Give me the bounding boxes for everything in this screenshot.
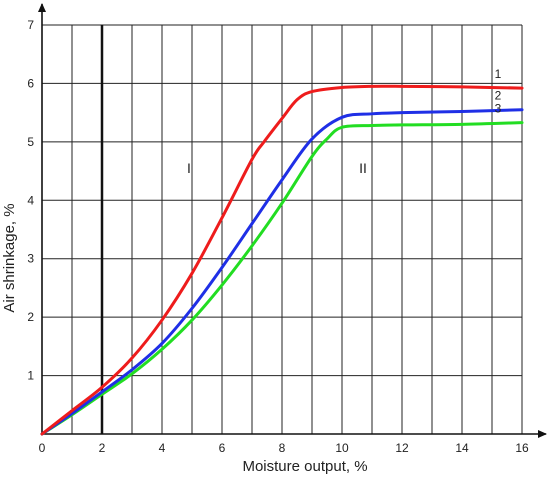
region-label: II: [359, 160, 367, 176]
y-axis-label: Air shrinkage, %: [1, 203, 18, 312]
axes: [38, 3, 547, 438]
x-tick-label: 2: [99, 441, 106, 455]
x-tick-label: 0: [39, 441, 46, 455]
series-line-2: [40, 108, 524, 436]
x-tick-label: 8: [279, 441, 286, 455]
series-label-1: 1: [495, 67, 502, 81]
y-tick-label: 2: [27, 310, 34, 324]
x-tick-label: 14: [455, 441, 469, 455]
y-tick-label: 7: [27, 18, 34, 32]
x-axis-label: Moisture output, %: [242, 458, 367, 475]
x-tick-label: 4: [159, 441, 166, 455]
x-tick-label: 10: [335, 441, 349, 455]
y-tick-label: 4: [27, 193, 34, 207]
x-tick-label: 6: [219, 441, 226, 455]
series-line-1: [40, 84, 524, 436]
region-label: I: [187, 160, 191, 176]
series-layer: [40, 84, 524, 436]
series-label-3: 3: [495, 102, 502, 116]
grid: [42, 24, 523, 434]
x-tick-label: 16: [515, 441, 529, 455]
x-tick-label: 12: [395, 441, 409, 455]
series-line-3: [40, 121, 524, 436]
y-tick-label: 1: [27, 369, 34, 383]
y-tick-label: 3: [27, 252, 34, 266]
y-tick-label: 5: [27, 135, 34, 149]
series-label-2: 2: [495, 89, 502, 103]
y-tick-label: 6: [27, 76, 34, 90]
